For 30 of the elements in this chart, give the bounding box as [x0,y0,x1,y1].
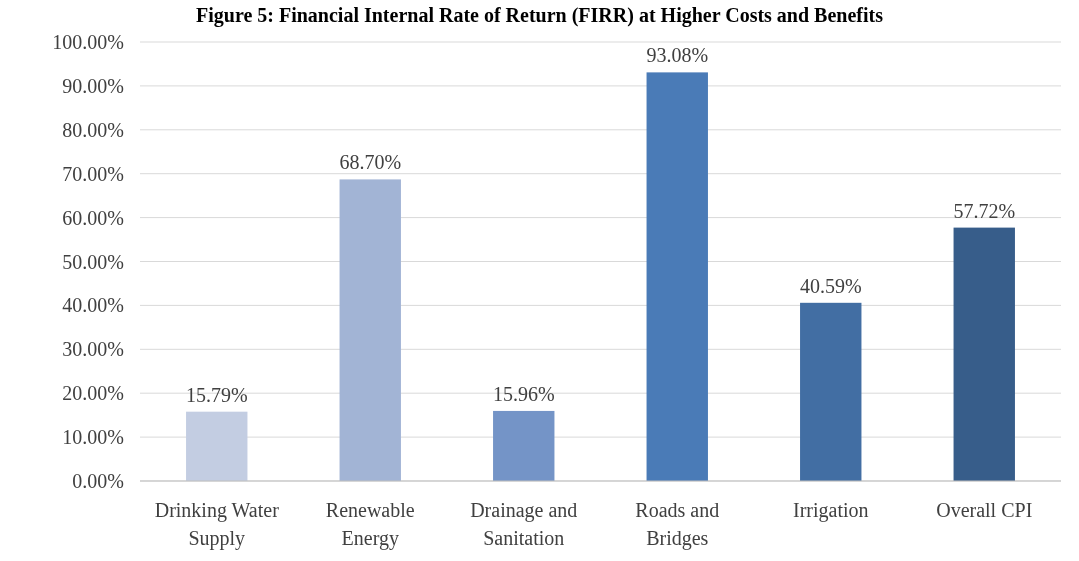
x-tick-label: Roads and Bridges [635,499,720,550]
y-tick-label: 100.00% [52,31,124,53]
y-tick-label: 30.00% [62,338,124,361]
data-label: 68.70% [339,151,402,174]
data-label: 40.59% [799,274,862,297]
data-label: 93.08% [646,44,709,67]
y-tick-label: 80.00% [62,118,124,141]
y-tick-label: 20.00% [62,382,124,405]
chart-title: Figure 5: Financial Internal Rate of Return (FIRR) at Higher Costs and Benefits [196,4,884,27]
y-tick-label: 50.00% [62,250,124,273]
y-tick-label: 10.00% [62,426,124,449]
bar [493,410,555,481]
y-tick-label: 90.00% [62,74,124,97]
data-label: 15.79% [185,383,248,406]
data-label: 15.96% [492,382,555,405]
x-tick-label: Renewable Energy [325,499,415,550]
bar [646,72,708,481]
x-tick-label: Overall CPI [936,499,1033,521]
y-tick-label: 40.00% [62,294,124,317]
bar [953,227,1015,481]
x-tick-label: Irrigation [792,499,869,522]
y-tick-label: 60.00% [62,206,124,229]
y-tick-label: 0.00% [72,470,124,492]
bar [800,302,862,481]
bar [186,411,248,481]
x-tick-label: Drinking Water Supply [154,499,280,550]
x-tick-label: Drainage and Sanitation [470,499,578,549]
y-tick-label: 70.00% [62,162,124,185]
data-label: 57.72% [953,199,1016,222]
bar [339,179,401,481]
